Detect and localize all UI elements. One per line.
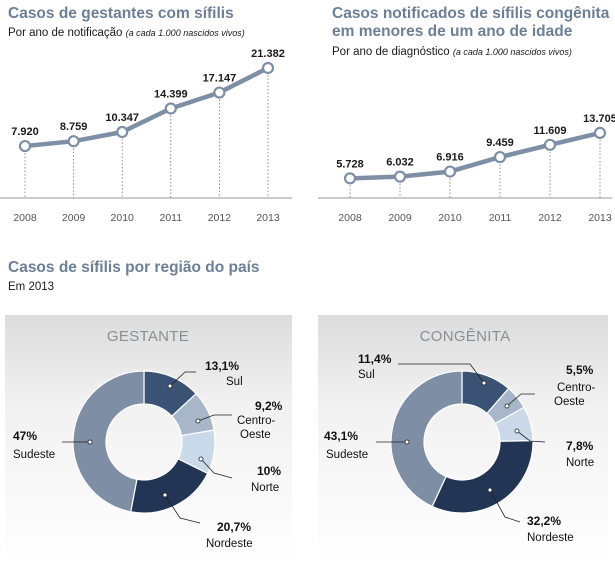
chart1-point <box>67 135 80 148</box>
gestante-sudeste-label: Sudeste <box>13 449 55 461</box>
chart2-point <box>443 165 457 178</box>
chart1-point <box>116 125 129 139</box>
chart2-x-tick: 2008 <box>338 212 362 224</box>
chart1-value-label: 10.347 <box>105 112 139 124</box>
chart1-x-tick: 2009 <box>62 212 86 224</box>
congenita-leaders <box>376 363 546 523</box>
chart1-series-line <box>24 65 270 149</box>
gestante-leader-dots <box>87 383 204 498</box>
chart1-value-label: 8.759 <box>60 121 88 133</box>
chart2-title: Casos notificados de sífilis congênita e… <box>332 5 609 41</box>
chart1-value-label: 21.382 <box>251 48 285 60</box>
chart2-subtitle-text: Por ano de diagnóstico <box>332 46 450 58</box>
chart1-value-label: 17.147 <box>203 73 237 85</box>
chart1-value-label: 14.399 <box>154 88 188 100</box>
gestante-sul-pct: 13,1% <box>205 359 239 373</box>
congenita-norte-pct: 7,8% <box>566 439 594 453</box>
congenita-co-label-b: Oeste <box>554 396 585 408</box>
chart1-point <box>261 61 275 75</box>
chart2-title-line1: Casos notificados de sífilis congênita <box>332 5 610 22</box>
chart2-value-label: 6.032 <box>386 157 414 169</box>
congenita-slice-nordeste <box>431 440 534 514</box>
congenita-sul-pct: 11,4% <box>358 352 392 366</box>
chart1-x-tick: 2013 <box>256 212 280 224</box>
gestante-panel <box>5 315 292 565</box>
chart1-subtitle: Por ano de notificação (a cada 1.000 nas… <box>8 27 245 39</box>
gestante-sudeste-pct: 47% <box>13 429 37 443</box>
gestante-donut <box>72 370 216 514</box>
chart1-subtitle-text: Por ano de notificação <box>8 27 123 39</box>
chart2-series-line <box>349 130 601 181</box>
chart2-point <box>393 170 407 183</box>
chart1-point <box>164 102 177 115</box>
gestante-leaders <box>62 371 233 524</box>
gestante-nordeste-label: Nordeste <box>206 538 253 550</box>
chart1-x-tick: 2008 <box>13 212 37 224</box>
gestante-slice-sudeste <box>72 370 145 513</box>
congenita-sudeste-pct: 43,1% <box>324 429 358 443</box>
chart2-value-label: 13.705 <box>583 113 615 125</box>
chart2-point <box>593 126 607 139</box>
chart2-x-tick: 2009 <box>388 212 412 224</box>
chart1-subtitle-note: (a cada 1.000 nascidos vivos) <box>125 28 245 38</box>
section-subtitle: Em 2013 <box>8 281 55 293</box>
chart2-title-line2: em menores de um ano de idade <box>332 23 573 40</box>
chart2-point <box>543 138 557 151</box>
chart1-value-label: 7.920 <box>11 126 39 138</box>
gestante-title: GESTANTE <box>107 328 189 345</box>
gestante-nordeste-pct: 20,7% <box>217 520 251 534</box>
congenita-nordeste-label: Nordeste <box>527 532 574 544</box>
chart2-x-tick: 2010 <box>438 212 462 224</box>
congenita-co-label-a: Centro- <box>557 382 596 394</box>
chart2-x-tick: 2012 <box>538 212 562 224</box>
congenita-title: CONGÊNITA <box>420 328 511 345</box>
congenita-leader-dots <box>404 380 520 493</box>
congenita-sul-label: Sul <box>358 369 375 381</box>
congenita-panel <box>318 315 608 565</box>
chart1-title: Casos de gestantes com sífilis <box>8 5 234 22</box>
chart2-point <box>343 172 357 185</box>
gestante-sul-label: Sul <box>226 376 243 388</box>
gestante-norte-pct: 10% <box>257 464 281 478</box>
chart1-point <box>18 139 32 153</box>
chart2-plot: 5.728 2008 6.032 2009 6.916 2010 9.459 2011 11.6… <box>336 113 615 224</box>
congenita-nordeste-pct: 32,2% <box>527 514 561 528</box>
section-title: Casos de sífilis por região do país <box>8 259 260 276</box>
gestante-norte-label: Norte <box>251 482 279 494</box>
chart1-x-tick: 2011 <box>160 212 183 224</box>
congenita-sudeste-label: Sudeste <box>326 449 368 461</box>
congenita-norte-label: Norte <box>566 457 594 469</box>
chart2-value-label: 6.916 <box>436 152 464 164</box>
congenita-donut <box>390 370 534 514</box>
chart2-x-tick: 2013 <box>588 212 612 224</box>
chart2-subtitle: Por ano de diagnóstico (a cada 1.000 nas… <box>332 46 572 58</box>
chart1-point <box>213 86 226 99</box>
chart1-x-tick: 2010 <box>111 212 135 224</box>
gestante-co-pct: 9,2% <box>255 399 283 413</box>
congenita-slice-sudeste <box>390 370 463 508</box>
chart2-point <box>493 150 507 164</box>
chart2-value-label: 5.728 <box>336 158 364 170</box>
congenita-co-pct: 5,5% <box>566 363 594 377</box>
chart2-value-label: 9.459 <box>486 137 514 149</box>
gestante-co-label-b: Oeste <box>240 429 271 441</box>
gestante-co-label-a: Centro- <box>237 415 276 427</box>
chart1-plot: 7.920 2008 8.759 2009 10.347 2010 14.399 2011 17… <box>11 48 285 224</box>
chart2-subtitle-note: (a cada 1.000 nascidos vivos) <box>452 47 572 57</box>
chart1-x-tick: 2012 <box>208 212 232 224</box>
chart2-value-label: 11.609 <box>533 125 566 137</box>
chart2-x-tick: 2011 <box>489 212 512 224</box>
